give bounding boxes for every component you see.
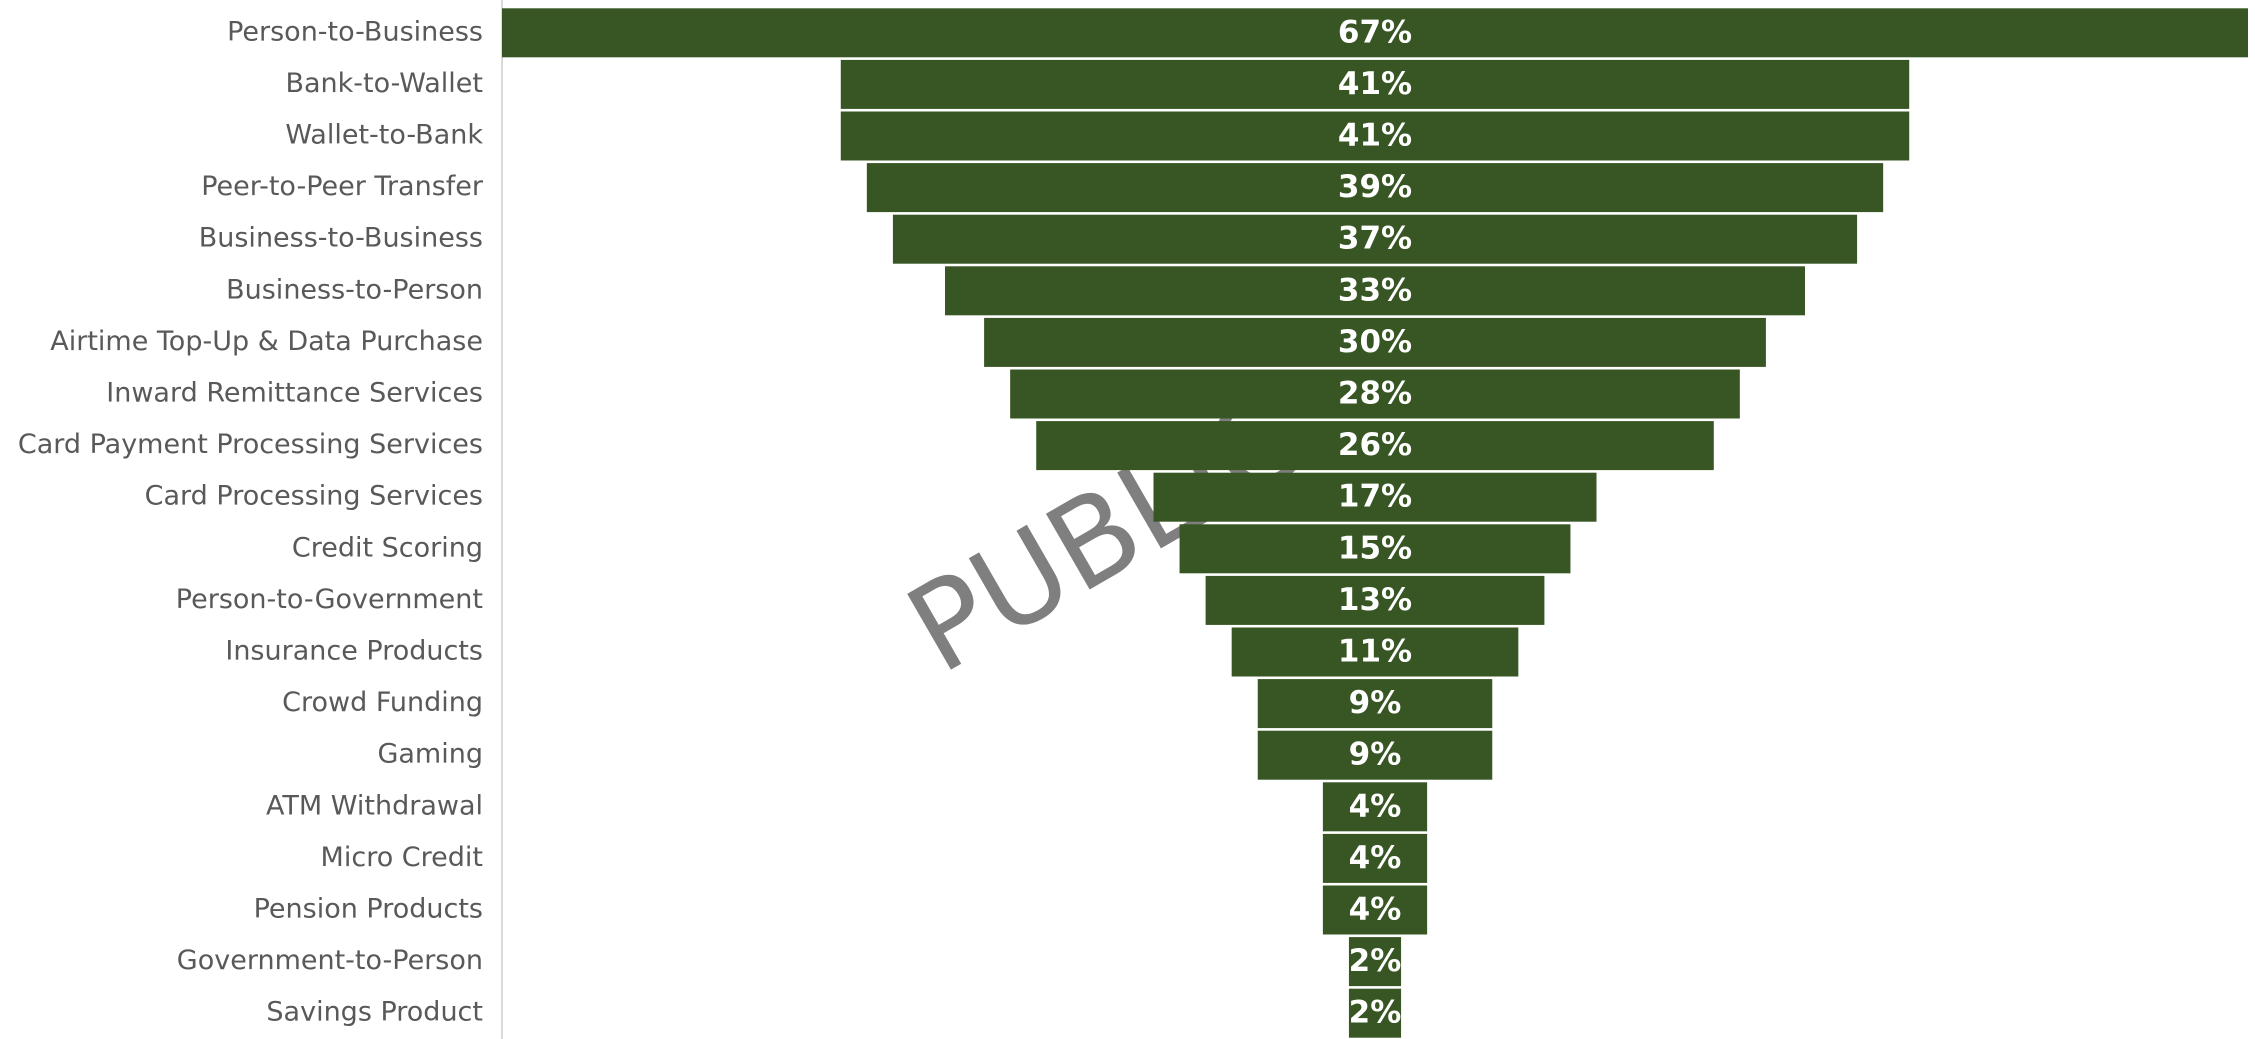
category-label: Insurance Products	[225, 636, 483, 667]
bar	[1322, 885, 1428, 935]
category-label: Card Payment Processing Services	[18, 429, 483, 460]
bar	[840, 59, 1910, 109]
value-label: 28%	[1338, 376, 1412, 412]
category-label: Inward Remittance Services	[106, 378, 483, 409]
category-label: Pension Products	[254, 894, 483, 925]
bar	[1153, 472, 1597, 522]
category-label: ATM Withdrawal	[266, 790, 483, 821]
bar	[1257, 679, 1493, 729]
bar	[1348, 937, 1402, 987]
value-label: 39%	[1338, 169, 1412, 205]
bar	[945, 266, 1805, 316]
category-label: Government-to-Person	[177, 945, 483, 976]
value-label: 13%	[1338, 582, 1412, 618]
category-label: Gaming	[377, 739, 483, 770]
bar	[1036, 421, 1714, 471]
category-label: Micro Credit	[321, 842, 483, 873]
category-label: Bank-to-Wallet	[285, 68, 483, 99]
bar	[984, 317, 1766, 367]
value-label: 30%	[1338, 324, 1412, 360]
value-label: 4%	[1349, 892, 1402, 928]
bar	[1205, 575, 1545, 625]
category-label: Person-to-Business	[227, 16, 483, 47]
value-label: 37%	[1338, 221, 1412, 257]
category-label: Crowd Funding	[282, 687, 483, 718]
bar	[1322, 782, 1428, 832]
value-label: 2%	[1349, 995, 1402, 1031]
category-label: Savings Product	[266, 997, 483, 1028]
value-label: 26%	[1338, 427, 1412, 463]
category-label: Peer-to-Peer Transfer	[201, 171, 484, 202]
value-label: 41%	[1338, 66, 1412, 102]
bar	[1231, 627, 1519, 677]
category-label: Airtime Top-Up & Data Purchase	[50, 326, 483, 357]
value-label: 41%	[1338, 118, 1412, 154]
category-label: Person-to-Government	[176, 584, 483, 615]
bar	[892, 214, 1858, 264]
bar	[840, 111, 1910, 161]
value-label: 67%	[1338, 14, 1412, 50]
value-label: 4%	[1349, 788, 1402, 824]
category-label: Credit Scoring	[292, 532, 483, 563]
value-label: 17%	[1338, 479, 1412, 515]
bar	[1348, 988, 1402, 1038]
value-label: 9%	[1349, 685, 1402, 721]
value-label: 2%	[1349, 943, 1402, 979]
bar	[1257, 730, 1493, 780]
bar	[1179, 524, 1571, 574]
bar	[502, 8, 2248, 58]
value-label: 9%	[1349, 737, 1402, 773]
category-label: Card Processing Services	[145, 481, 483, 512]
value-label: 15%	[1338, 530, 1412, 566]
value-label: 11%	[1338, 634, 1412, 670]
value-label: 33%	[1338, 272, 1412, 308]
bar	[866, 163, 1884, 213]
category-label: Business-to-Person	[226, 274, 483, 305]
category-label: Wallet-to-Bank	[285, 120, 483, 151]
category-label: Business-to-Business	[199, 223, 483, 254]
bar	[1322, 833, 1428, 883]
value-label: 4%	[1349, 840, 1402, 876]
bar	[1010, 369, 1740, 419]
